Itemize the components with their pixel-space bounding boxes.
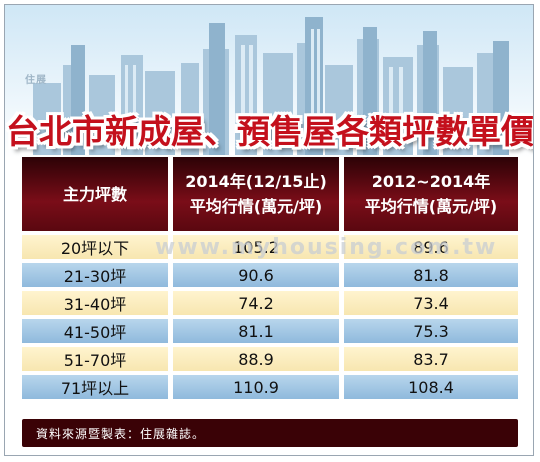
column-header-line: 平均行情(萬元/坪) [189, 197, 323, 216]
table-row: 41-50坪 81.1 75.3 [22, 319, 518, 343]
cell-value-2014: 90.6 [173, 263, 339, 287]
column-header-size: 主力坪數 [22, 157, 168, 231]
cell-size: 71坪以上 [22, 375, 168, 399]
cell-value-2012-2014: 108.4 [344, 375, 518, 399]
price-table: 主力坪數 2014年(12/15止) 平均行情(萬元/坪) 2012~2014年… [22, 157, 518, 399]
cell-value-2014: 88.9 [173, 347, 339, 371]
table-row: 21-30坪 90.6 81.8 [22, 263, 518, 287]
column-header-2014: 2014年(12/15止) 平均行情(萬元/坪) [173, 157, 339, 231]
cell-value-2014: 81.1 [173, 319, 339, 343]
source-footer: 資料來源暨製表：住展雜誌。 [22, 419, 518, 447]
column-header-2012-2014: 2012~2014年 平均行情(萬元/坪) [344, 157, 518, 231]
cell-size: 51-70坪 [22, 347, 168, 371]
cell-size: 20坪以下 [22, 235, 168, 259]
column-header-line: 2012~2014年 [371, 172, 491, 191]
publisher-logo: 住展 [25, 75, 47, 86]
infographic-frame: 住展 台北市新成屋、預售屋各類坪數單價統計表 主力坪數 2014年(12/15止… [4, 4, 534, 456]
table-row: 71坪以上 110.9 108.4 [22, 375, 518, 399]
cell-value-2012-2014: 89.6 [344, 235, 518, 259]
cell-value-2014: 74.2 [173, 291, 339, 315]
cell-value-2014: 110.9 [173, 375, 339, 399]
source-note: 資料來源暨製表：住展雜誌。 [36, 426, 206, 441]
cell-value-2012-2014: 83.7 [344, 347, 518, 371]
city-skyline-illustration [33, 17, 509, 155]
column-header-line: 平均行情(萬元/坪) [364, 197, 498, 216]
table-row: 51-70坪 88.9 83.7 [22, 347, 518, 371]
column-header-line: 主力坪數 [62, 184, 127, 204]
cell-value-2014: 105.2 [173, 235, 339, 259]
column-header-line: 2014年(12/15止) [185, 172, 327, 191]
cell-value-2012-2014: 75.3 [344, 319, 518, 343]
cell-size: 41-50坪 [22, 319, 168, 343]
cell-value-2012-2014: 73.4 [344, 291, 518, 315]
table-row: 31-40坪 74.2 73.4 [22, 291, 518, 315]
table-header-row: 主力坪數 2014年(12/15止) 平均行情(萬元/坪) 2012~2014年… [22, 157, 518, 231]
table-row: 20坪以下 105.2 89.6 [22, 235, 518, 259]
cell-size: 31-40坪 [22, 291, 168, 315]
cell-size: 21-30坪 [22, 263, 168, 287]
cell-value-2012-2014: 81.8 [344, 263, 518, 287]
